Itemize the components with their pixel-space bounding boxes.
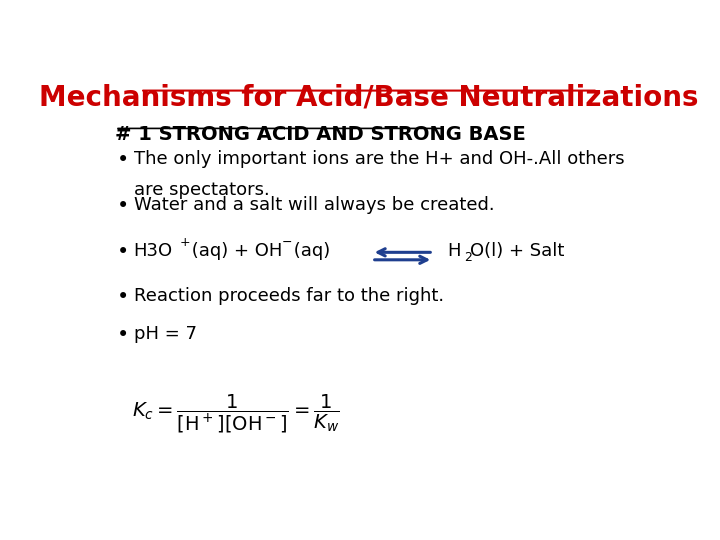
Text: are spectators.: are spectators.: [133, 181, 269, 199]
Text: Water and a salt will always be created.: Water and a salt will always be created.: [133, 196, 494, 214]
Text: •: •: [117, 287, 129, 307]
Text: H3O: H3O: [133, 241, 173, 260]
Text: •: •: [117, 196, 129, 216]
Text: Mechanisms for Acid/Base Neutralizations: Mechanisms for Acid/Base Neutralizations: [40, 84, 698, 112]
Text: The only important ions are the H+ and OH-.All others: The only important ions are the H+ and O…: [133, 150, 624, 168]
Text: H: H: [447, 241, 461, 260]
Text: •: •: [117, 325, 129, 345]
Text: (aq): (aq): [288, 241, 330, 260]
Text: $K_c = \dfrac{1}{[\mathrm{H}^+][\mathrm{OH}^-]} = \dfrac{1}{K_w}$: $K_c = \dfrac{1}{[\mathrm{H}^+][\mathrm{…: [132, 393, 340, 435]
Text: Reaction proceeds far to the right.: Reaction proceeds far to the right.: [133, 287, 444, 305]
Text: •: •: [117, 150, 129, 170]
Text: # 1 STRONG ACID AND STRONG BASE: # 1 STRONG ACID AND STRONG BASE: [115, 125, 526, 144]
Text: pH = 7: pH = 7: [133, 325, 197, 343]
Text: 2: 2: [464, 251, 472, 264]
Text: (aq) + OH: (aq) + OH: [186, 241, 282, 260]
Text: O(l) + Salt: O(l) + Salt: [470, 241, 564, 260]
Text: −: −: [282, 236, 292, 249]
Text: •: •: [117, 241, 129, 261]
Text: +: +: [180, 236, 191, 249]
